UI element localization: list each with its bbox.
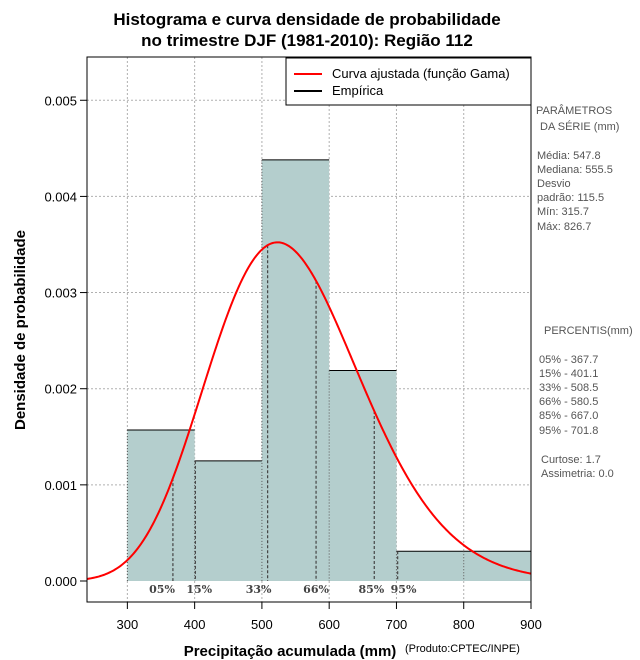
percentile-label: 05% xyxy=(149,583,175,596)
legend-box xyxy=(285,57,532,106)
percentile-label: 85% xyxy=(358,583,384,596)
y-tick-label: 0.000 xyxy=(44,574,77,589)
percentile-66: 66% - 580.5 xyxy=(539,396,598,408)
param-desvio-line1: Desvio xyxy=(537,178,571,190)
x-tick-label: 500 xyxy=(251,617,273,632)
y-tick-label: 0.003 xyxy=(44,286,77,301)
chart-title-line2: no trimestre DJF (1981-2010): Região 112 xyxy=(141,31,473,50)
percentile-label: 95% xyxy=(391,583,417,596)
percentiles-panel: PERCENTIS(mm) 05% - 367.7 15% - 401.1 33… xyxy=(539,325,633,480)
y-tick-label: 0.001 xyxy=(44,478,77,493)
x-tick-label: 800 xyxy=(453,617,475,632)
percentile-label: 66% xyxy=(303,583,329,596)
y-tick-label: 0.002 xyxy=(44,382,77,397)
histogram-bar xyxy=(396,551,464,581)
gamma-curve-layer xyxy=(86,241,532,580)
x-tick-label: 400 xyxy=(184,617,206,632)
param-desvio-line2: padrão: 115.5 xyxy=(537,192,604,204)
y-axis-label: Densidade de probabilidade xyxy=(12,230,29,430)
x-tick-label: 700 xyxy=(386,617,408,632)
y-tick-label: 0.005 xyxy=(44,93,77,108)
param-mediana: Mediana: 555.5 xyxy=(537,164,613,176)
percentile-33: 33% - 508.5 xyxy=(539,382,598,394)
credit-text: (Produto:CPTEC/INPE) xyxy=(405,643,520,655)
y-tick-label: 0.004 xyxy=(44,189,77,204)
params-heading-line2: DA SÉRIE (mm) xyxy=(540,120,619,133)
stat-assimetria: Assimetria: 0.0 xyxy=(541,468,614,480)
histogram-bar xyxy=(329,370,397,581)
legend: Curva ajustada (função Gama) Empírica xyxy=(285,57,532,106)
percentile-05: 05% - 367.7 xyxy=(539,354,598,366)
params-heading-line1: PARÂMETROS xyxy=(536,104,612,117)
percentile-label: 15% xyxy=(186,583,212,596)
histogram-bar xyxy=(463,551,531,581)
percentile-markers: 05% 15% 33% 66% 85% 95% xyxy=(149,245,417,596)
histogram-bar xyxy=(194,460,262,581)
percentile-85: 85% - 667.0 xyxy=(539,410,598,422)
param-max: Máx: 826.7 xyxy=(537,221,591,233)
percentile-label: 33% xyxy=(246,583,272,596)
percentile-95: 95% - 701.8 xyxy=(539,425,598,437)
param-media: Média: 547.8 xyxy=(537,150,601,162)
x-tick-label: 600 xyxy=(318,617,340,632)
stat-curtose: Curtose: 1.7 xyxy=(541,454,601,466)
chart-title-line1: Histograma e curva densidade de probabil… xyxy=(113,10,500,29)
series-parameters-panel: PARÂMETROS DA SÉRIE (mm) Média: 547.8 Me… xyxy=(536,104,619,233)
histogram-bars xyxy=(126,159,532,581)
legend-label-empirical: Empírica xyxy=(332,83,384,98)
x-tick-label: 300 xyxy=(117,617,139,632)
param-min: Mín: 315.7 xyxy=(537,206,589,218)
histogram-bar xyxy=(261,159,330,581)
percentile-15: 15% - 401.1 xyxy=(539,368,598,380)
x-tick-label: 900 xyxy=(520,617,542,632)
axis-ticks: 300 400 500 600 700 800 900 0.000 0.001 0.002 0.00… xyxy=(44,93,541,632)
legend-label-fit: Curva ajustada (função Gama) xyxy=(332,66,510,81)
gamma-fit-curve xyxy=(86,241,532,580)
plot-frame xyxy=(86,56,532,603)
x-axis-label: Precipitação acumulada (mm) xyxy=(184,643,397,660)
percentiles-heading: PERCENTIS(mm) xyxy=(544,325,633,337)
